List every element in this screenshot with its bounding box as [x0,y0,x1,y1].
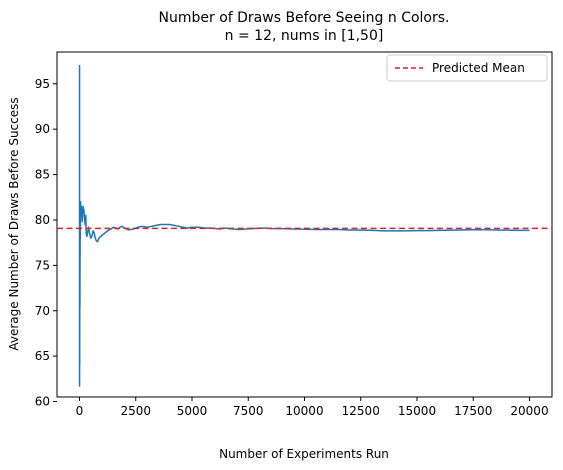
x-tick-label: 15000 [398,404,436,418]
x-tick-label: 0 [76,404,84,418]
y-tick-label: 85 [35,168,50,182]
x-axis: 0 2500 5000 7500 10000 12500 15000 17500 20000 [76,397,549,418]
x-tick-label: 2500 [120,404,151,418]
y-axis-label: Average Number of Draws Before Success [7,97,21,350]
plot-content [57,64,552,387]
chart-title-line2: n = 12, nums in [1,50] [225,28,384,44]
y-tick-label: 95 [35,77,50,91]
x-tick-label: 20000 [510,404,548,418]
y-tick-label: 70 [35,304,50,318]
x-axis-label: Number of Experiments Run [219,447,389,461]
y-tick-label: 90 [35,122,50,136]
y-tick-label: 60 [35,395,50,409]
x-tick-label: 5000 [177,404,208,418]
y-axis: 60 65 70 75 80 85 90 95 [35,77,57,409]
y-tick-label: 75 [35,258,50,272]
legend-box [386,54,548,82]
legend: Predicted Mean [386,54,548,82]
x-tick-label: 12500 [342,404,380,418]
chart-title-line1: Number of Draws Before Seeing n Colors. [159,10,450,26]
x-tick-label: 17500 [454,404,492,418]
x-tick-label: 10000 [285,404,323,418]
y-tick-label: 65 [35,349,50,363]
legend-label-predicted-mean: Predicted Mean [432,61,525,75]
y-tick-label: 80 [35,213,50,227]
x-tick-label: 7500 [233,404,264,418]
